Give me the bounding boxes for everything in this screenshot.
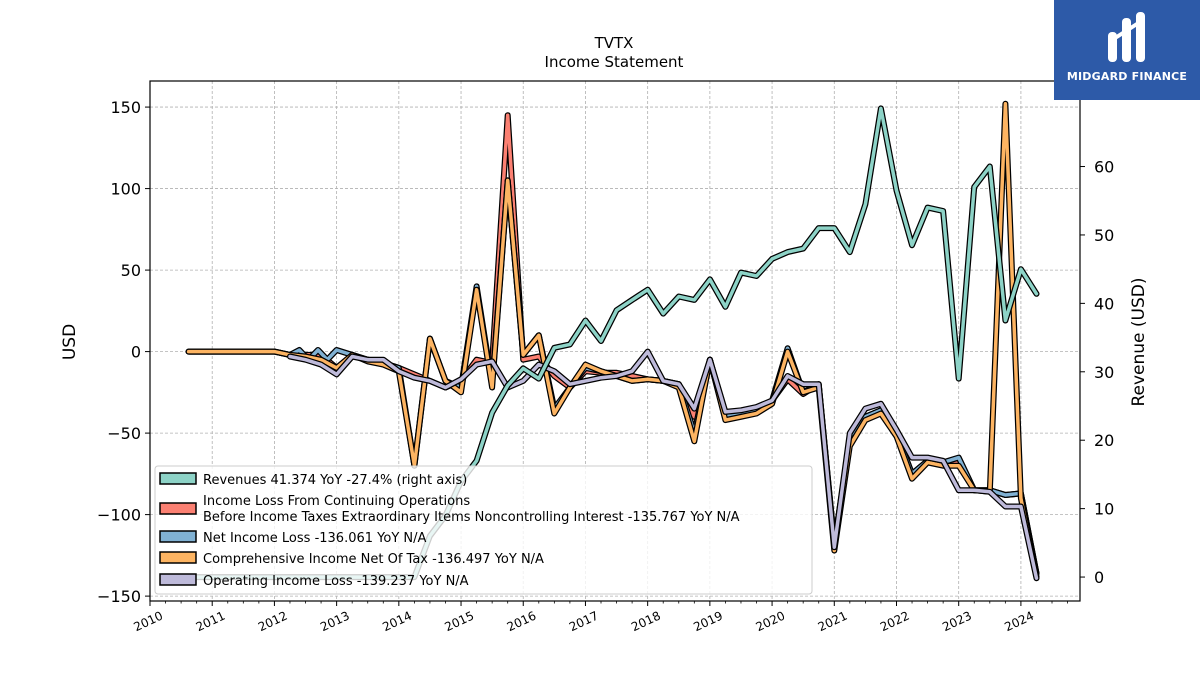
x-tick-label: 2014 xyxy=(380,609,414,635)
legend-swatch xyxy=(159,502,197,515)
x-tick-label: 2024 xyxy=(1002,609,1036,635)
y-tick-label: 50 xyxy=(121,261,141,280)
x-tick-label: 2017 xyxy=(567,609,601,635)
x-tick-label: 2020 xyxy=(754,609,788,635)
brand-logo-text: MIDGARD FINANCE xyxy=(1066,70,1188,83)
legend-box xyxy=(154,465,813,595)
y2-tick-label: 10 xyxy=(1094,500,1114,519)
legend-label: Net Income Loss -136.061 YoY N/A xyxy=(203,531,426,546)
legend-item: Comprehensive Income Net Of Tax -136.497… xyxy=(159,551,544,567)
y2-tick-label: 60 xyxy=(1094,158,1114,177)
x-tick-label: 2011 xyxy=(194,609,228,635)
y2-tick-label: 40 xyxy=(1094,294,1114,313)
series-line xyxy=(288,349,1039,580)
plot-frame xyxy=(149,80,1081,602)
x-tick-label: 2018 xyxy=(629,609,663,635)
y-tick-label: 100 xyxy=(110,180,141,199)
y-axis-label: USD xyxy=(60,324,80,360)
legend-label: Operating Income Loss -139.237 YoY N/A xyxy=(203,574,469,589)
x-tick-label: 2023 xyxy=(940,609,974,635)
legend-item: Income Loss From Continuing Operations Be… xyxy=(159,494,740,525)
y-tick-label: −100 xyxy=(97,506,141,525)
y-tick-label: −150 xyxy=(97,587,141,606)
x-tick-label: 2022 xyxy=(878,609,912,635)
legend-item: Revenues 41.374 YoY -27.4% (right axis) xyxy=(159,472,467,488)
legend-swatch xyxy=(159,551,197,564)
legend-label: Comprehensive Income Net Of Tax -136.497… xyxy=(203,552,544,567)
y2-tick-label: 30 xyxy=(1094,363,1114,382)
y2-tick-label: 50 xyxy=(1094,226,1114,245)
chart-title: TVTX xyxy=(594,34,634,52)
y-tick-label: 150 xyxy=(110,98,141,117)
legend-label: Revenues 41.374 YoY -27.4% (right axis) xyxy=(203,473,467,488)
y-tick-label: 0 xyxy=(131,343,141,362)
legend: Revenues 41.374 YoY -27.4% (right axis) I… xyxy=(154,465,813,595)
y2-axis-label: Revenue (USD) xyxy=(1129,277,1149,406)
x-tick-label: 2021 xyxy=(816,609,850,635)
legend-item: Net Income Loss -136.061 YoY N/A xyxy=(159,530,426,546)
x-tick-label: 2015 xyxy=(443,609,477,635)
brand-logo: MIDGARD FINANCE xyxy=(1054,0,1200,100)
y2-tick-label: 0 xyxy=(1094,568,1104,587)
x-tick-label: 2010 xyxy=(132,609,166,635)
legend-swatch xyxy=(159,573,197,586)
x-tick-label: 2016 xyxy=(505,609,539,635)
legend-swatch xyxy=(159,530,197,543)
x-tick-label: 2019 xyxy=(691,609,725,635)
legend-swatch xyxy=(159,472,197,485)
y2-tick-label: 20 xyxy=(1094,431,1114,450)
x-tick-label: 2013 xyxy=(318,609,352,635)
x-tick-label: 2012 xyxy=(256,609,290,635)
chart-subtitle: Income Statement xyxy=(545,53,684,71)
logo-mark-icon xyxy=(1108,12,1145,62)
legend-label: Income Loss From Continuing Operations Be… xyxy=(203,494,740,525)
y-tick-label: −50 xyxy=(107,424,141,443)
grid-lines xyxy=(149,81,1080,601)
series-4 xyxy=(287,348,1040,582)
legend-item: Operating Income Loss -139.237 YoY N/A xyxy=(159,573,469,589)
